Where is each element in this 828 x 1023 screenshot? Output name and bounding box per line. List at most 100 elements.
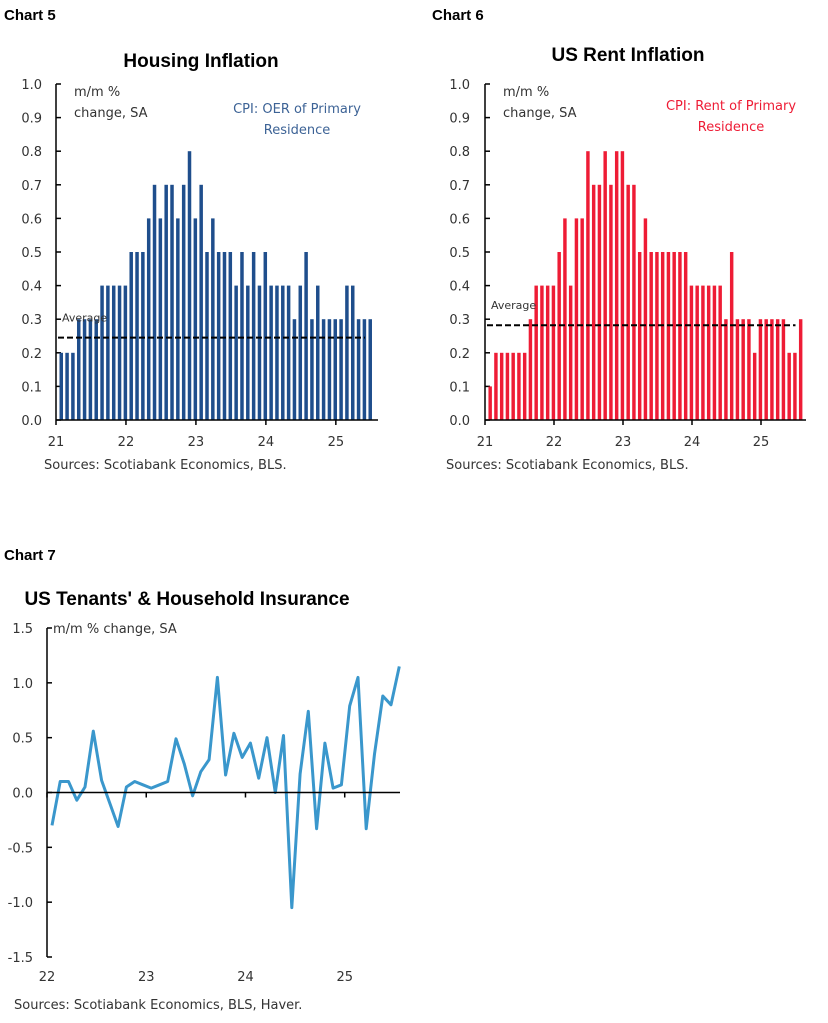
y-tick-label: 0.0 <box>21 414 42 429</box>
bar <box>269 285 273 420</box>
bar <box>758 319 763 420</box>
y-tick-label: 0.1 <box>21 380 42 395</box>
bar <box>240 252 244 420</box>
bar <box>683 252 688 420</box>
bar <box>534 285 538 420</box>
x-tick-label: 22 <box>118 435 135 450</box>
y-tick-label: 0.5 <box>12 732 33 747</box>
bar <box>339 319 343 420</box>
x-tick-label: 21 <box>477 435 494 450</box>
bar <box>310 319 314 420</box>
bar <box>199 184 203 420</box>
bar <box>701 285 705 420</box>
bar <box>356 319 361 420</box>
bar <box>551 285 556 420</box>
bar <box>568 285 573 420</box>
bar <box>706 285 711 420</box>
bar <box>557 252 561 420</box>
bar <box>187 151 192 420</box>
bar <box>129 252 133 420</box>
bar <box>211 218 215 420</box>
y-tick-label: 0.9 <box>449 112 470 127</box>
bar <box>574 218 579 420</box>
bar <box>135 252 139 420</box>
bar <box>660 252 665 420</box>
y-tick-label: 0.4 <box>449 280 470 295</box>
bar <box>614 151 619 420</box>
bar <box>106 285 110 420</box>
bar <box>695 285 699 420</box>
y-tick-label: 0.3 <box>21 313 42 328</box>
y-tick-label: 0.9 <box>21 112 42 127</box>
bar <box>123 285 128 420</box>
x-tick-label: 22 <box>546 435 563 450</box>
bar <box>368 319 372 420</box>
chart-6: Chart 6 US Rent Inflation m/m % change, … <box>432 7 806 473</box>
bar <box>517 352 521 420</box>
bar <box>298 285 303 420</box>
bar <box>637 252 642 420</box>
x-tick-label: 25 <box>328 435 345 450</box>
y-tick-label: 0.0 <box>12 787 33 802</box>
y-tick-label: 0.7 <box>449 179 470 194</box>
series-label: CPI: Rent of Primary <box>666 99 796 114</box>
bar <box>603 151 607 420</box>
y-tick-label: 1.0 <box>21 78 42 93</box>
chart-source: Sources: Scotiabank Economics, BLS. <box>446 458 689 473</box>
bar <box>735 319 740 420</box>
bar <box>345 285 349 420</box>
y-axis-label: m/m % change, SA <box>53 622 177 637</box>
bar <box>333 319 338 420</box>
bar <box>488 386 492 420</box>
bar <box>649 252 653 420</box>
y-axis-label: change, SA <box>503 106 577 121</box>
y-tick-label: 1.0 <box>449 78 470 93</box>
chart-7: Chart 7 US Tenants' & Household Insuranc… <box>4 547 401 1013</box>
bar <box>176 218 180 420</box>
bar <box>597 184 602 420</box>
bar <box>718 285 722 420</box>
bar <box>770 319 774 420</box>
bar <box>281 285 285 420</box>
bar <box>678 252 682 420</box>
bar <box>246 285 250 420</box>
bar <box>505 352 510 420</box>
bar <box>787 352 791 420</box>
x-tick-label: 23 <box>615 435 632 450</box>
x-tick-label: 25 <box>753 435 770 450</box>
bar <box>643 218 648 420</box>
bar <box>793 352 797 420</box>
chart-title: US Rent Inflation <box>551 45 704 66</box>
bar <box>350 285 355 420</box>
average-label: Average <box>491 299 536 312</box>
bar <box>146 218 151 420</box>
bar <box>158 218 163 420</box>
bar <box>257 285 262 420</box>
y-tick-label: 0.7 <box>21 179 42 194</box>
bar <box>764 319 768 420</box>
bar <box>76 319 81 420</box>
bar <box>540 285 544 420</box>
y-tick-label: 0.6 <box>449 212 470 227</box>
y-axis-label: m/m % <box>503 85 549 100</box>
bar <box>100 285 104 420</box>
x-tick-label: 23 <box>188 435 205 450</box>
bar <box>655 252 659 420</box>
bar <box>666 252 671 420</box>
bar <box>216 252 221 420</box>
x-tick-label: 24 <box>237 970 254 985</box>
bar <box>724 319 728 420</box>
bar <box>580 218 584 420</box>
y-tick-label: 0.5 <box>21 246 42 261</box>
bar <box>586 151 590 420</box>
bar <box>499 352 504 420</box>
bar <box>620 151 625 420</box>
bar <box>798 319 803 420</box>
bar <box>251 252 256 420</box>
bar <box>141 252 145 420</box>
y-tick-label: 0.3 <box>449 313 470 328</box>
bar <box>275 285 279 420</box>
bar <box>316 285 320 420</box>
y-tick-label: 0.8 <box>21 145 42 160</box>
